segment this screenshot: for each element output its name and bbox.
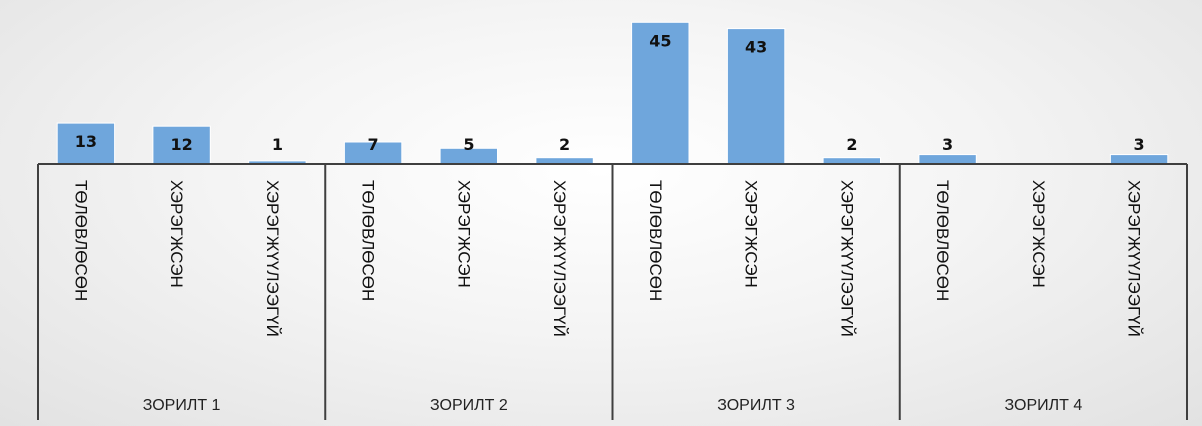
tick-label-4-2: ХЭРЭГЖСЭН <box>1029 180 1048 288</box>
bar-1-1 <box>56 122 116 165</box>
tick-label-4-1: ТӨЛӨВЛӨСӨН <box>933 180 952 301</box>
tick-label-1-3: ХЭРЭГЖҮҮЛЭЭГҮЙ <box>263 180 282 337</box>
group-label-2: ЗОРИЛТ 2 <box>430 397 508 414</box>
data-label-1-2: 12 <box>170 135 192 154</box>
data-label-3-1: 45 <box>649 31 671 50</box>
data-label-3-3: 2 <box>846 135 857 154</box>
data-label-1-3: 1 <box>272 135 283 154</box>
data-label-3-2: 43 <box>745 38 767 57</box>
tick-label-3-2: ХЭРЭГЖСЭН <box>742 180 761 288</box>
tick-label-2-1: ТӨЛӨВЛӨСӨН <box>359 180 378 301</box>
data-label-2-2: 5 <box>463 135 474 154</box>
bar-4-1 <box>918 154 977 165</box>
group-label-4: ЗОРИЛТ 4 <box>1005 397 1083 414</box>
tick-label-2-2: ХЭРЭГЖСЭН <box>454 180 473 288</box>
data-label-4-1: 3 <box>942 135 953 154</box>
bar-4-3 <box>1109 154 1169 165</box>
bar-1-2 <box>152 125 211 165</box>
tick-label-3-3: ХЭРЭГЖҮҮЛЭЭГҮЙ <box>837 180 856 337</box>
group-label-1: ЗОРИЛТ 1 <box>143 397 221 414</box>
data-label-2-3: 2 <box>559 135 570 154</box>
data-label-1-1: 13 <box>75 132 97 151</box>
data-label-2-1: 7 <box>368 135 379 154</box>
data-label-4-3: 3 <box>1134 135 1145 154</box>
tick-label-2-3: ХЭРЭГЖҮҮЛЭЭГҮЙ <box>550 180 569 337</box>
tick-label-1-2: ХЭРЭГЖСЭН <box>167 180 186 288</box>
bar-3-1 <box>631 21 690 165</box>
group-label-3: ЗОРИЛТ 3 <box>717 397 795 414</box>
tick-label-3-1: ТӨЛӨВЛӨСӨН <box>646 180 665 301</box>
tick-label-1-1: ТӨЛӨВЛӨСӨН <box>71 180 90 301</box>
tick-label-4-3: ХЭРЭГЖҮҮЛЭЭГҮЙ <box>1125 180 1144 337</box>
bar-3-2 <box>726 28 786 165</box>
